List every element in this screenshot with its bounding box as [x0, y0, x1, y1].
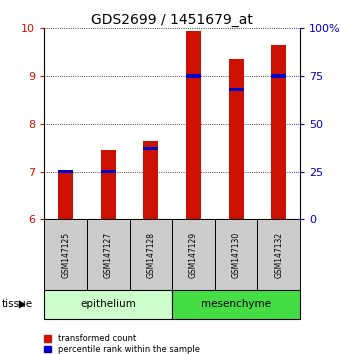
Bar	[186, 74, 201, 78]
Text: epithelium: epithelium	[80, 299, 136, 309]
Bar	[101, 170, 116, 173]
Polygon shape	[19, 300, 26, 309]
Bar	[229, 88, 243, 91]
Bar	[271, 45, 286, 219]
Text: GSM147129: GSM147129	[189, 232, 198, 278]
Legend: transformed count, percentile rank within the sample: transformed count, percentile rank withi…	[44, 334, 200, 354]
Bar	[58, 172, 73, 219]
Text: tissue: tissue	[2, 299, 33, 309]
Bar	[144, 147, 158, 150]
Text: GSM147127: GSM147127	[104, 232, 113, 278]
Bar	[257, 219, 300, 290]
Title: GDS2699 / 1451679_at: GDS2699 / 1451679_at	[91, 13, 253, 27]
Text: GSM147130: GSM147130	[232, 232, 241, 278]
Bar	[58, 170, 73, 173]
Bar	[229, 59, 243, 219]
Text: mesenchyme: mesenchyme	[201, 299, 271, 309]
Bar	[130, 219, 172, 290]
Bar	[271, 74, 286, 78]
Bar	[172, 219, 215, 290]
Text: GSM147132: GSM147132	[274, 232, 283, 278]
Text: GSM147128: GSM147128	[146, 232, 155, 278]
Bar	[87, 219, 130, 290]
Text: GSM147125: GSM147125	[61, 232, 70, 278]
Bar	[186, 31, 201, 219]
Bar	[215, 219, 257, 290]
Bar	[44, 219, 87, 290]
Bar	[172, 290, 300, 319]
Bar	[101, 150, 116, 219]
Bar	[144, 141, 158, 219]
Bar	[44, 290, 172, 319]
